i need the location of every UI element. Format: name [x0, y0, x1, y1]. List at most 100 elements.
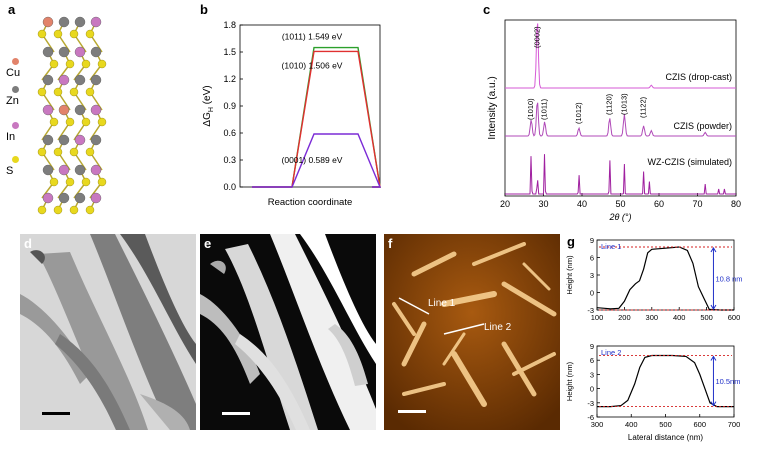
metal-atom — [74, 164, 86, 176]
sulfur-atom — [85, 147, 95, 157]
sulfur-atom — [65, 177, 75, 187]
height-value-label: 10.8 nm — [715, 275, 742, 284]
tem-dark-field-image: e — [200, 234, 376, 430]
tem-bright-field-image: d — [20, 234, 196, 430]
sulfur-atom — [49, 177, 59, 187]
metal-atom — [58, 134, 70, 146]
sulfur-atom — [85, 29, 95, 39]
legend-zn: Zn — [6, 86, 19, 107]
free-energy-chart: 0.0 0.3 0.6 0.9 1.2 1.5 1.8 ΔGH (eV) Reaction co… — [202, 20, 382, 208]
sulfur-atom — [37, 29, 47, 39]
metal-atom — [90, 16, 102, 28]
afm-line-1 — [398, 297, 430, 315]
sulfur-atom — [53, 29, 63, 39]
sulfur-atom — [65, 117, 75, 127]
series-label: (1010) 1.506 eV — [282, 60, 343, 70]
height-profile — [597, 354, 734, 408]
peak-label: (1120) — [605, 93, 614, 115]
series-label: CZIS (powder) — [673, 121, 732, 131]
legend-in: In — [6, 122, 19, 143]
sulfur-atom — [81, 177, 91, 187]
x-tick-label: 80 — [731, 199, 741, 209]
series-label: CZIS (drop-cast) — [665, 72, 732, 82]
xrd-pattern — [505, 23, 736, 89]
y-axis-label: Intensity (a.u.) — [487, 76, 498, 139]
x-tick-label: 70 — [692, 199, 702, 209]
peak-label: (1012) — [574, 102, 583, 124]
line-label: Line 2 — [601, 348, 621, 357]
metal-atom — [42, 164, 54, 176]
panel-label-c: c — [483, 2, 491, 17]
peak-label: (1122) — [639, 96, 648, 118]
series-line — [252, 133, 382, 188]
metal-atom — [42, 134, 54, 146]
s-atom-icon — [12, 156, 19, 163]
sulfur-atom — [53, 205, 63, 215]
peak-label: (0002) — [532, 26, 541, 48]
x-tick-label: 40 — [577, 199, 587, 209]
xrd-pattern — [505, 102, 736, 137]
legend-cu: Cu — [6, 58, 20, 79]
y-tick-label: 0.0 — [223, 182, 236, 192]
sulfur-atom — [69, 147, 79, 157]
y-tick-label: 6 — [590, 254, 594, 263]
panel-label-a: a — [8, 2, 16, 17]
series-label: (1011) 1.549 eV — [282, 32, 343, 42]
afm-image: f Line 1 Line 2 — [384, 234, 560, 430]
y-axis-label: Height (nm) — [565, 255, 574, 295]
y-tick-label: 0 — [590, 289, 594, 298]
height-profile — [596, 246, 734, 311]
peak-label: (1013) — [619, 93, 628, 115]
sulfur-atom — [53, 87, 63, 97]
x-axis-label: Reaction coordinate — [268, 197, 353, 208]
metal-atom — [74, 192, 86, 204]
sulfur-atom — [97, 117, 107, 127]
y-axis-label: Height (nm) — [565, 361, 574, 401]
y-tick-label: 0.3 — [223, 155, 236, 165]
height-profile-line-2: -6 -3 0 3 6 9 300 400 500 600 700 Height (nm) Latera… — [565, 342, 741, 442]
panel-label-b: b — [200, 2, 208, 17]
sulfur-atom — [85, 205, 95, 215]
x-tick-label: 100 — [591, 313, 604, 322]
metal-atom — [42, 74, 54, 86]
y-tick-label: -3 — [587, 306, 594, 315]
metal-atom — [58, 164, 70, 176]
sulfur-atom — [81, 59, 91, 69]
legend-label-zn: Zn — [6, 95, 19, 107]
panel-label-f: f — [388, 236, 393, 251]
y-tick-label: 0 — [590, 385, 594, 394]
x-tick-label: 500 — [700, 313, 713, 322]
sulfur-atom — [65, 59, 75, 69]
metal-atom — [42, 104, 54, 116]
afm-line-1-label: Line 1 — [428, 298, 456, 309]
metal-atom — [42, 46, 54, 58]
metal-atom — [58, 16, 70, 28]
metal-atom — [74, 134, 86, 146]
height-profile-line-1: -3 0 3 6 9 100 200 300 400 500 600 Height (nm) 10.8 … — [565, 236, 743, 322]
y-axis-label: ΔGH (eV) — [202, 85, 215, 126]
arrow-head-down — [710, 401, 717, 407]
x-tick-label: 700 — [728, 420, 741, 429]
x-tick-label: 50 — [615, 199, 625, 209]
metal-atom — [90, 104, 102, 116]
panel-label-e: e — [204, 236, 212, 251]
metal-atom — [90, 164, 102, 176]
metal-atom — [90, 74, 102, 86]
y-tick-label: -3 — [587, 399, 594, 408]
cu-atom-icon — [12, 58, 19, 65]
y-tick-label: 0.6 — [223, 128, 236, 138]
y-tick-label: 1.5 — [223, 47, 236, 57]
sulfur-atom — [49, 59, 59, 69]
y-tick-label: 3 — [590, 271, 594, 280]
zn-atom-icon — [12, 86, 19, 93]
y-tick-label: 1.2 — [223, 74, 236, 84]
series-label: (0001) 0.589 eV — [282, 155, 343, 165]
afm-line-2-label: Line 2 — [484, 322, 512, 333]
height-value-label: 10.5nm — [715, 377, 740, 386]
metal-atom — [74, 46, 86, 58]
metal-atom — [58, 74, 70, 86]
x-tick-label: 60 — [654, 199, 664, 209]
xrd-chart: 20 30 40 50 60 70 80 2θ (°) Intensity (a.u.) CZIS… — [487, 19, 741, 222]
panel-label-g: g — [567, 234, 575, 249]
metal-atom — [90, 46, 102, 58]
